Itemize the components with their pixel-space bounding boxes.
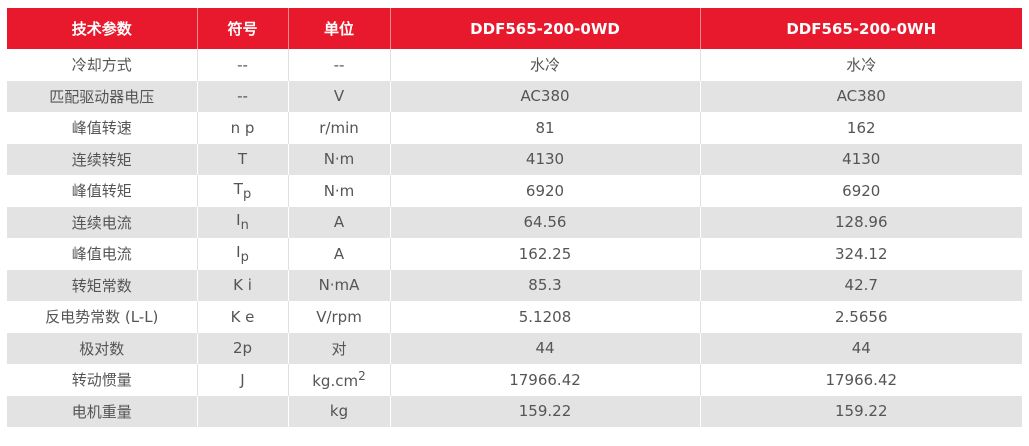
table-cell: 64.56	[389, 206, 700, 238]
table-cell: V	[287, 80, 390, 112]
table-row: 反电势常数 (L-L) K e V/rpm 5.1208 2.5656	[7, 301, 1022, 333]
table-row: 峰值转速 n p r/min 81 162	[7, 112, 1022, 144]
table-cell: kg	[287, 395, 390, 427]
header-cell: 单位	[287, 8, 390, 49]
table-cell: 冷却方式	[71, 56, 132, 75]
table-cell: --	[196, 49, 288, 81]
table-cell: 17966.42	[389, 364, 700, 396]
table-cell: --	[287, 49, 390, 81]
table-cell: 81	[389, 112, 700, 144]
table-cell: N·m	[287, 143, 390, 175]
table-cell: 匹配驱动器电压	[7, 80, 197, 112]
subscript: p	[240, 249, 249, 265]
cell-text: I	[236, 242, 241, 261]
table-row: 连续电流 In A 64.56 128.96	[7, 206, 1022, 238]
cell-text: kg.cm	[312, 372, 359, 391]
table-cell: Tp	[196, 175, 288, 207]
table-cell: 连续电流	[7, 206, 197, 238]
table-cell: 电机重量	[7, 395, 197, 427]
table-cell: 连续转矩	[7, 143, 197, 175]
spec-table: 技术参数 符号 单位 DDF565-200-0WD DDF565-200-0WH 冷却方…	[7, 8, 1022, 427]
table-cell: 159.22	[699, 395, 1022, 427]
table-cell	[196, 395, 288, 427]
table-cell: V/rpm	[287, 301, 390, 333]
table-row: 转矩常数 K i N·mA 85.3 42.7	[7, 269, 1022, 301]
table-cell: 转矩常数	[7, 269, 197, 301]
header-cell: 技术参数	[7, 8, 197, 49]
table-cell: N·m	[287, 175, 390, 207]
table-cell: 5.1208	[389, 301, 700, 333]
table-cell: AC380	[389, 80, 700, 112]
table-cell: 6920	[389, 175, 700, 207]
table-cell: N·mA	[287, 269, 390, 301]
table-cell: J	[196, 364, 288, 396]
table-cell: AC380	[699, 80, 1022, 112]
table-cell: In	[196, 206, 288, 238]
table-row: 冷却方式 -- -- 水冷 水冷	[7, 49, 1022, 81]
table-cell: 对	[287, 332, 390, 364]
table-cell: 44	[699, 332, 1022, 364]
table-cell: 水冷	[699, 49, 1022, 81]
table-cell: 162	[699, 112, 1022, 144]
subscript: n	[240, 218, 249, 234]
table-cell: 324.12	[699, 238, 1022, 270]
table-cell: Ip	[196, 238, 288, 270]
header-cell: 符号	[196, 8, 288, 49]
table-cell: 4130	[699, 143, 1022, 175]
table-row: 峰值转矩 Tp N·m 6920 6920	[7, 175, 1022, 207]
table-cell: 2.5656	[699, 301, 1022, 333]
table-cell: A	[287, 238, 390, 270]
header-cell: DDF565-200-0WD	[389, 8, 700, 49]
table-cell: 峰值转矩	[71, 182, 132, 201]
table-row: 峰值电流 Ip A 162.25 324.12	[7, 238, 1022, 270]
table-cell: K e	[196, 301, 288, 333]
header-row: 技术参数 符号 单位 DDF565-200-0WD DDF565-200-0WH	[7, 8, 1022, 49]
table-cell: kg.cm2	[287, 364, 390, 396]
table-cell: T	[196, 143, 288, 175]
table-cell: 水冷	[389, 49, 700, 81]
cell-text: T	[233, 179, 243, 198]
table-cell: 转动惯量	[71, 371, 132, 390]
table-cell: 峰值电流	[71, 245, 132, 264]
superscript: 2	[358, 369, 366, 384]
table-cell: r/min	[287, 112, 390, 144]
table-cell: 85.3	[389, 269, 700, 301]
table-cell: 峰值转速	[71, 119, 132, 138]
table-row: 匹配驱动器电压 -- V AC380 AC380	[7, 80, 1022, 112]
table-cell: 4130	[389, 143, 700, 175]
table-row: 连续转矩 T N·m 4130 4130	[7, 143, 1022, 175]
table-cell: 162.25	[389, 238, 700, 270]
table-cell: --	[196, 80, 288, 112]
table-cell: 6920	[699, 175, 1022, 207]
table-cell: 128.96	[699, 206, 1022, 238]
cell-text: I	[236, 211, 241, 230]
table-cell: 2p	[196, 332, 288, 364]
subscript: p	[242, 186, 252, 202]
table-cell: 反电势常数 (L-L)	[45, 308, 159, 327]
table-cell: 极对数	[7, 332, 197, 364]
table-cell: A	[287, 206, 390, 238]
table-cell: 44	[389, 332, 700, 364]
table-cell: 17966.42	[699, 364, 1022, 396]
header-cell: DDF565-200-0WH	[699, 8, 1022, 49]
table-cell: 159.22	[389, 395, 700, 427]
table-row: 电机重量 kg 159.22 159.22	[7, 395, 1022, 427]
table-cell: 42.7	[699, 269, 1022, 301]
table-cell: K i	[196, 269, 288, 301]
table-row: 极对数 2p 对 44 44	[7, 332, 1022, 364]
table-cell: n p	[196, 112, 288, 144]
